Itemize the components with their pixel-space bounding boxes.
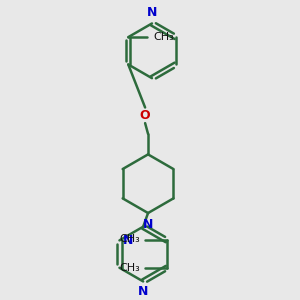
Text: N: N bbox=[123, 234, 134, 247]
Text: CH₃: CH₃ bbox=[120, 263, 140, 273]
Text: N: N bbox=[143, 218, 153, 231]
Text: CH₃: CH₃ bbox=[154, 32, 174, 42]
Text: N: N bbox=[147, 6, 157, 19]
Text: CH₃: CH₃ bbox=[120, 234, 140, 244]
Text: O: O bbox=[140, 109, 150, 122]
Text: N: N bbox=[138, 285, 148, 298]
